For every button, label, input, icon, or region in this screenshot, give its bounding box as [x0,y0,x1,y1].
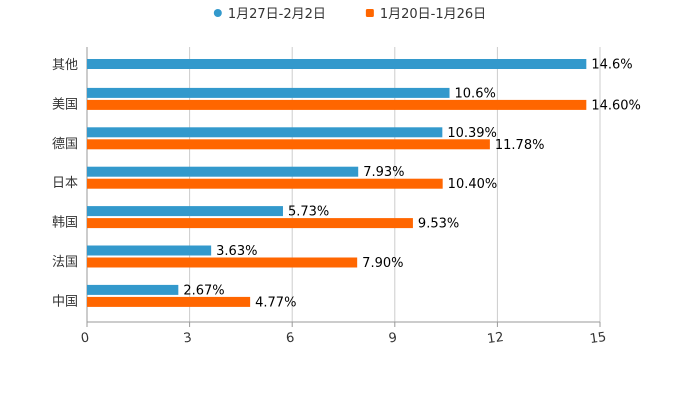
bar-series-1 [87,166,359,177]
data-label: 5.73% [288,205,329,220]
y-category-label: 德国 [52,137,78,152]
x-tick-label: 12 [486,330,504,347]
bar-series-1 [87,206,283,217]
legend-label: 1月20日-1月26日 [380,7,486,22]
legend-label: 1月27日-2月2日 [228,7,326,22]
x-tick-label: 0 [80,330,90,346]
bar-series-2 [87,257,358,268]
y-category-label: 美国 [52,97,78,112]
legend-item[interactable]: 1月20日-1月26日 [365,7,486,22]
data-label: 10.6% [455,86,496,101]
data-label: 7.93% [363,165,404,180]
legend-marker-circle [213,9,222,17]
legend-item[interactable]: 1月27日-2月2日 [213,7,326,22]
y-category-label: 韩国 [52,216,78,231]
x-tick-label: 15 [589,330,607,347]
bar-series-2 [87,139,490,150]
y-category-label: 日本 [52,176,78,191]
bar-series-2 [87,178,443,189]
bar-series-1 [87,59,587,69]
bar-series-2 [87,99,587,110]
data-label: 9.53% [418,217,459,232]
data-label: 11.78% [495,138,545,153]
x-tick-label: 6 [285,330,295,346]
x-tick-label: 9 [388,330,398,346]
bar-series-1 [87,127,443,138]
data-label: 10.40% [448,177,498,192]
bar-series-2 [87,296,251,307]
bar-series-2 [87,218,413,229]
y-category-label: 其他 [52,58,78,73]
data-label: 2.67% [183,283,224,298]
data-label: 3.63% [216,244,257,259]
bar-series-1 [87,245,212,256]
data-label: 14.6% [591,58,632,73]
y-category-label: 法国 [52,255,78,270]
legend-marker-square [365,9,374,17]
x-tick-label: 3 [183,330,193,346]
data-label: 4.77% [255,295,296,310]
data-label: 7.90% [362,256,403,271]
data-label: 10.39% [447,126,497,141]
data-label: 14.60% [591,98,641,113]
y-category-label: 中国 [52,294,78,309]
bar-series-1 [87,87,450,98]
bar-series-1 [87,284,179,295]
